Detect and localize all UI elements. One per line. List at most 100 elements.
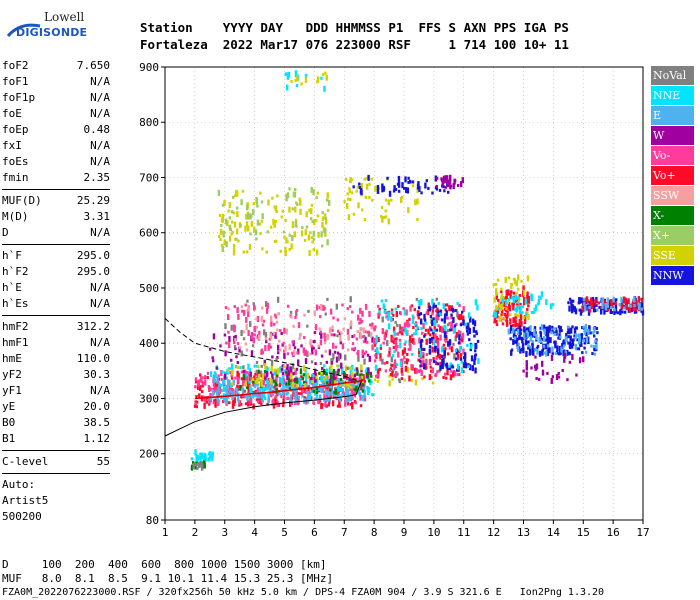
data-point [349,180,352,184]
data-point [351,364,354,368]
data-point [362,340,366,344]
data-point [516,345,520,352]
param-value: 0.48 [83,123,111,136]
data-point [293,191,297,198]
data-point [240,329,243,336]
data-point [419,312,423,316]
data-point [218,383,221,387]
data-point [264,376,267,380]
data-point [321,211,324,215]
data-point [243,389,246,393]
data-point [521,342,525,349]
data-point [571,299,575,303]
data-point [250,220,254,227]
data-point [453,353,456,360]
data-point [244,342,248,346]
data-point [557,325,561,329]
data-point [634,308,638,312]
data-point [261,213,264,220]
param-row-yF1: yF1 N/A [2,383,110,399]
param-name: hmE [2,352,22,365]
data-point [359,187,363,194]
data-point [477,357,480,364]
data-point [541,349,544,356]
data-point [321,366,324,370]
data-point [418,359,422,363]
data-point [439,364,442,371]
data-point [260,392,263,399]
data-point [230,324,233,331]
data-point [330,383,333,390]
data-point [412,338,415,345]
param-value: N/A [90,336,110,349]
data-point [411,180,415,184]
data-point [361,208,364,212]
data-point [201,462,204,469]
data-point [312,389,316,393]
data-point [325,381,329,385]
data-point [463,357,467,364]
data-point [208,451,212,455]
data-point [234,194,237,198]
data-point [539,326,542,330]
data-point [370,374,373,378]
data-point [308,381,312,385]
data-point [221,246,224,253]
data-point [356,185,359,189]
data-point [428,337,432,344]
data-point [568,351,571,355]
data-point [245,324,248,331]
data-point [284,219,287,223]
data-point [563,356,566,363]
data-point [315,393,319,400]
data-point [422,359,425,366]
data-point [403,378,406,382]
data-point [551,303,555,307]
data-point [281,384,285,388]
data-point [358,185,362,189]
data-point [399,342,402,349]
data-point [505,307,508,311]
data-point [237,399,240,403]
data-point [527,340,530,344]
data-point [448,343,452,350]
data-point [521,305,524,309]
data-point [305,379,308,386]
data-point [291,225,295,229]
data-point [470,343,473,347]
param-value: N/A [90,155,110,168]
data-point [282,378,286,385]
data-point [560,346,563,353]
data-point [248,382,251,386]
data-point [300,392,303,396]
y-tick-label: 500 [139,282,159,295]
data-point [282,392,286,399]
data-point [225,384,229,391]
data-point [253,382,257,389]
data-point [249,371,252,378]
data-point [255,237,258,241]
data-point [544,329,548,336]
x-tick-label: 10 [427,526,440,539]
data-point [248,380,251,384]
data-point [430,375,433,379]
data-point [447,323,450,327]
data-point [244,380,248,387]
data-point [325,198,329,202]
data-point [428,348,432,355]
data-point [246,202,249,206]
data-point [299,208,302,215]
data-point [611,305,614,309]
data-point [578,357,582,364]
data-point [310,344,313,348]
data-point [404,340,407,344]
data-point [263,359,267,366]
y-tick-label: 300 [139,392,159,405]
data-point [445,303,449,307]
data-point [631,300,635,307]
data-point [356,330,359,334]
data-point [457,341,461,345]
data-point [219,228,223,235]
data-point [295,84,299,88]
data-point [416,310,420,317]
